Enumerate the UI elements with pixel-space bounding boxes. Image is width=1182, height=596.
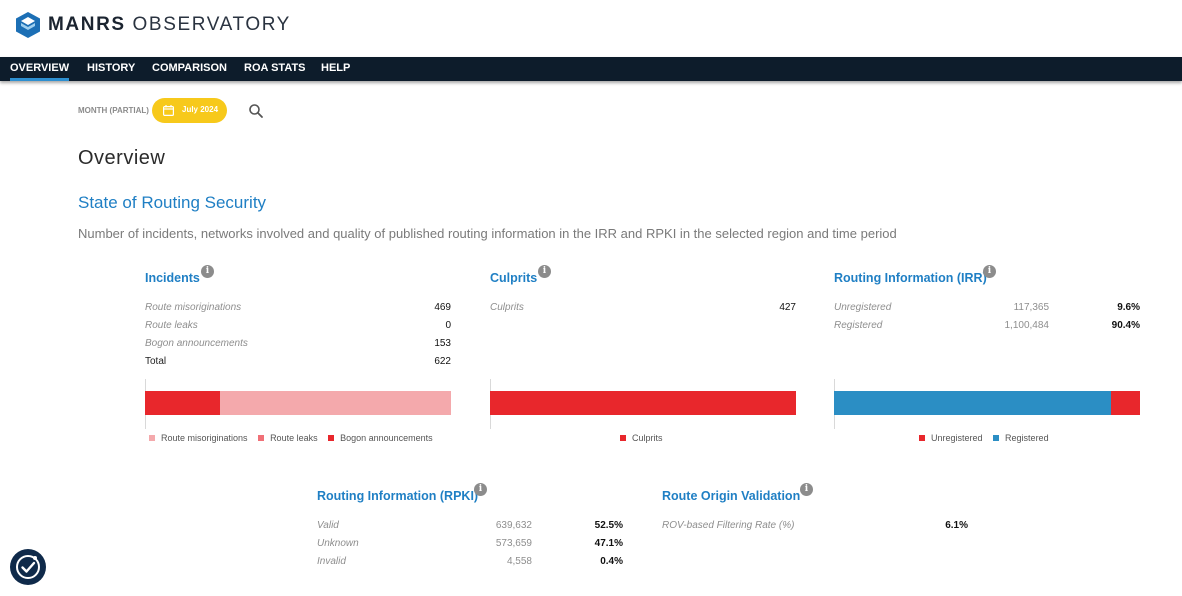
section-title: State of Routing Security xyxy=(78,193,267,212)
incidents-total-label: Total xyxy=(145,356,167,367)
month-picker-button[interactable]: July 2024 xyxy=(152,98,227,123)
rov-title: Route Origin Validation xyxy=(662,489,801,503)
irr-row-percent: 90.4% xyxy=(1111,320,1140,331)
brand-name[interactable]: MANRS OBSERVATORY xyxy=(48,14,291,36)
rov-row-percent: 6.1% xyxy=(945,520,968,531)
legend-swatch xyxy=(993,435,1000,441)
culprits-bar xyxy=(490,391,796,415)
culprits-info-icon[interactable]: i xyxy=(538,265,551,278)
irr-bar-registered xyxy=(834,391,1111,415)
manrs-logo-icon[interactable] xyxy=(16,12,40,38)
page-title: Overview xyxy=(78,147,166,169)
rpki-row-count: 573,659 xyxy=(495,538,532,549)
legend-label: Culprits xyxy=(632,433,663,443)
legend-label: Route leaks xyxy=(270,433,318,443)
legend-swatch xyxy=(919,435,925,441)
section-description: Number of incidents, networks involved a… xyxy=(78,226,897,241)
app-header: MANRS OBSERVATORY xyxy=(0,0,1182,57)
legend-label: Registered xyxy=(1005,433,1049,443)
accessibility-icon xyxy=(16,555,40,579)
legend-swatch xyxy=(328,435,335,441)
incidents-legend: Route misoriginations Route leaks Bogon … xyxy=(149,433,441,443)
rpki-row-count: 4,558 xyxy=(506,556,532,567)
legend-item[interactable]: Culprits xyxy=(620,433,663,443)
accessibility-button[interactable] xyxy=(10,549,46,585)
nav-roa-stats[interactable]: ROA STATS xyxy=(244,62,306,74)
incidents-row-label: Route leaks xyxy=(145,320,198,331)
rpki-row-percent: 0.4% xyxy=(600,556,623,567)
rpki-row-percent: 47.1% xyxy=(594,538,623,549)
legend-swatch xyxy=(258,435,265,441)
month-filter-label: MONTH (PARTIAL) xyxy=(78,106,149,115)
legend-item[interactable]: Bogon announcements xyxy=(328,433,433,443)
legend-label: Unregistered xyxy=(931,433,983,443)
rpki-row-label: Invalid xyxy=(317,556,346,567)
nav-history[interactable]: HISTORY xyxy=(87,62,136,74)
legend-label: Bogon announcements xyxy=(340,433,433,443)
incidents-total-value: 622 xyxy=(434,356,451,367)
culprits-title: Culprits xyxy=(490,271,538,285)
irr-row-count: 117,365 xyxy=(1013,302,1049,313)
legend-label: Route misoriginations xyxy=(161,433,248,443)
nav-overview[interactable]: OVERVIEW xyxy=(10,57,70,81)
brand-bold: MANRS xyxy=(48,14,126,35)
brand-light: OBSERVATORY xyxy=(125,14,291,35)
legend-item[interactable]: Route leaks xyxy=(258,433,318,443)
incidents-row-label: Bogon announcements xyxy=(145,338,248,349)
culprits-row-value: 427 xyxy=(779,302,796,313)
rov-row-label: ROV-based Filtering Rate (%) xyxy=(662,520,795,531)
rpki-row-count: 639,632 xyxy=(495,520,532,531)
month-value: July 2024 xyxy=(182,105,219,114)
incidents-row-value: 153 xyxy=(434,338,451,349)
rpki-info-icon[interactable]: i xyxy=(474,483,487,496)
calendar-icon xyxy=(163,105,174,116)
rov-info-icon[interactable]: i xyxy=(800,483,813,496)
rpki-row-label: Unknown xyxy=(317,538,359,549)
legend-item[interactable]: Registered xyxy=(993,433,1049,443)
incidents-row-value: 469 xyxy=(434,302,451,313)
irr-info-icon[interactable]: i xyxy=(983,265,996,278)
legend-swatch xyxy=(620,435,626,441)
culprits-legend: Culprits xyxy=(620,433,671,443)
irr-row-percent: 9.6% xyxy=(1117,302,1140,313)
irr-title: Routing Information (IRR) xyxy=(834,271,987,285)
irr-row-label: Registered xyxy=(834,320,883,331)
incidents-title: Incidents xyxy=(145,271,200,285)
culprits-row-label: Culprits xyxy=(490,302,524,313)
nav-comparison[interactable]: COMPARISON xyxy=(152,62,227,74)
incidents-bar-bogon xyxy=(145,391,221,415)
incidents-row-label: Route misoriginations xyxy=(145,302,242,313)
legend-item[interactable]: Unregistered xyxy=(919,433,983,443)
incidents-bar-misoriginations xyxy=(220,391,451,415)
main-nav: OVERVIEW HISTORY COMPARISON ROA STATS HE… xyxy=(0,57,1182,81)
nav-help[interactable]: HELP xyxy=(321,62,351,74)
rpki-row-label: Valid xyxy=(317,520,339,531)
incidents-info-icon[interactable]: i xyxy=(201,265,214,278)
irr-row-label: Unregistered xyxy=(834,302,892,313)
incidents-row-value: 0 xyxy=(445,320,451,331)
rpki-row-percent: 52.5% xyxy=(594,520,623,531)
irr-row-count: 1,100,484 xyxy=(1004,320,1050,331)
irr-bar-unregistered xyxy=(1110,391,1140,415)
legend-item[interactable]: Route misoriginations xyxy=(149,433,248,443)
legend-swatch xyxy=(149,435,155,441)
irr-legend: Unregistered Registered xyxy=(919,433,1057,443)
search-icon[interactable] xyxy=(248,103,264,119)
rpki-title: Routing Information (RPKI) xyxy=(317,489,479,503)
